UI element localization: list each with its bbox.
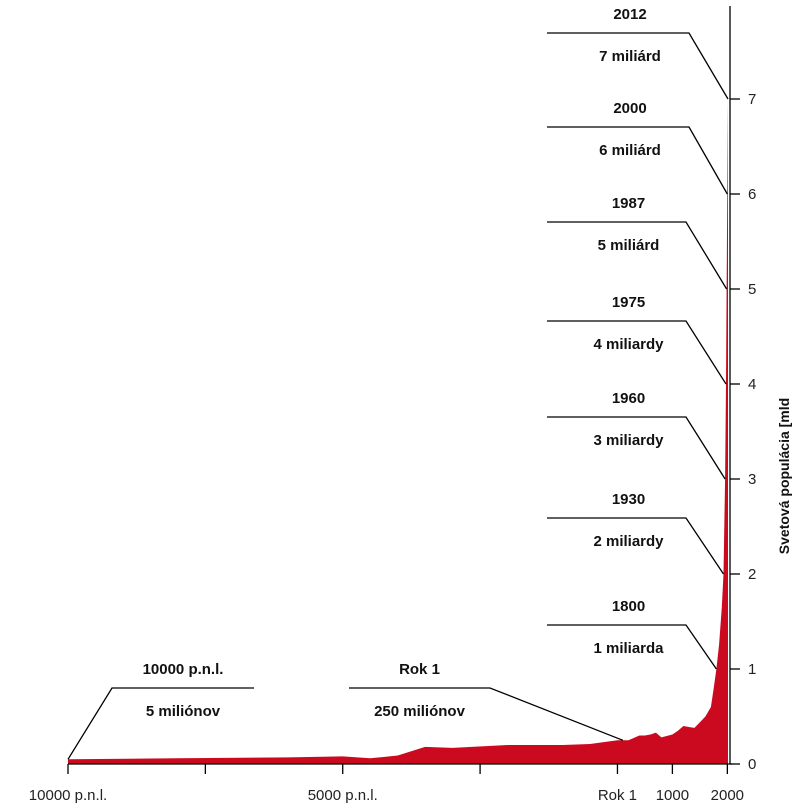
annotation-leader-8 xyxy=(547,32,729,100)
annotation-leader-1 xyxy=(349,687,624,741)
annotation-leader-3 xyxy=(547,517,725,575)
annotation-value-3: 2 miliardy xyxy=(593,533,664,550)
annotation-year-7: 2000 xyxy=(613,100,646,117)
annotation-leader-4 xyxy=(547,416,726,480)
annotation-leader-2 xyxy=(547,624,717,670)
annotation-value-5: 4 miliardy xyxy=(593,336,664,353)
y-tick-label-1: 1 xyxy=(748,661,756,678)
annotation-year-6: 1987 xyxy=(612,195,645,212)
annotation-year-8: 2012 xyxy=(613,6,646,23)
annotation-leader-7 xyxy=(547,126,728,195)
x-tick-label-5: 1000 xyxy=(656,787,689,804)
y-tick-label-5: 5 xyxy=(748,281,756,298)
y-tick-label-2: 2 xyxy=(748,566,756,583)
y-tick-label-3: 3 xyxy=(748,471,756,488)
annotation-year-4: 1960 xyxy=(612,390,645,407)
axes-layer: 10000 p.n.l. 5000 p.n.l. Rok 1 1000 20000123… xyxy=(29,6,756,804)
x-tick-label-0: 10000 p.n.l. xyxy=(29,787,107,804)
annotation-value-1: 250 miliónov xyxy=(374,703,466,720)
annotation-leader-6 xyxy=(547,221,728,290)
annotation-year-5: 1975 xyxy=(612,294,645,311)
y-tick-label-0: 0 xyxy=(748,756,756,773)
annotation-layer: 10000 p.n.l. 5 miliónov Rok 1 250 miliónov 1… xyxy=(67,6,729,760)
annotation-year-0: 10000 p.n.l. xyxy=(143,661,224,678)
annotation-value-4: 3 miliardy xyxy=(593,432,664,449)
annotation-value-0: 5 miliónov xyxy=(146,703,221,720)
x-tick-label-4: Rok 1 xyxy=(598,787,637,804)
annotation-value-2: 1 miliarda xyxy=(593,640,664,657)
y-tick-label-7: 7 xyxy=(748,91,756,108)
y-tick-label-4: 4 xyxy=(748,376,756,393)
x-tick-label-6: 2000 xyxy=(711,787,744,804)
y-axis-title: Svetová populácia [mld xyxy=(776,398,792,554)
annotation-year-3: 1930 xyxy=(612,491,645,508)
annotation-value-6: 5 miliárd xyxy=(598,237,660,254)
annotation-year-1: Rok 1 xyxy=(399,661,440,678)
annotation-leader-5 xyxy=(547,320,727,385)
annotation-value-8: 7 miliárd xyxy=(599,48,661,65)
y-tick-label-6: 6 xyxy=(748,186,756,203)
annotation-value-7: 6 miliárd xyxy=(599,142,661,159)
annotation-leader-0 xyxy=(67,687,254,760)
annotation-year-2: 1800 xyxy=(612,598,645,615)
x-tick-label-2: 5000 p.n.l. xyxy=(308,787,378,804)
